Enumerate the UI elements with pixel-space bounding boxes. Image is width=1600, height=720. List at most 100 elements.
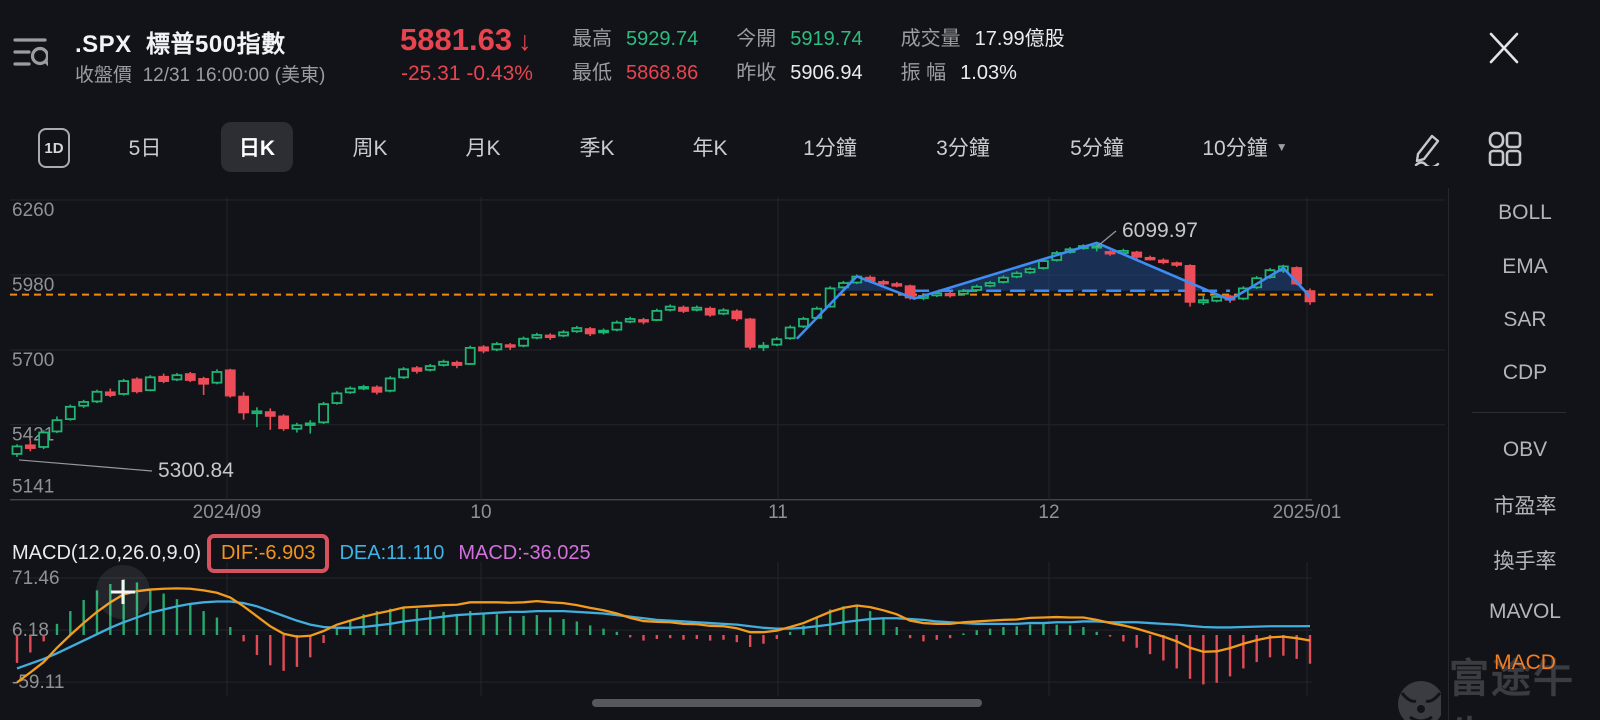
candle: [1024, 268, 1036, 274]
quote-stats: 最高 5929.74 最低 5868.86 今開 5919.74 昨收 5906.94 成交量 1…: [572, 28, 1065, 84]
x-axis-label: 11: [768, 502, 788, 523]
candle: [531, 334, 543, 339]
candle: [278, 415, 290, 430]
tab-3分鐘[interactable]: 3分鐘: [936, 137, 990, 160]
dea-line: [16, 600, 1311, 670]
candle: [491, 343, 503, 351]
dif-value-label: DIF:-6.903: [220, 542, 316, 564]
candle: [398, 368, 409, 379]
price-change: -25.31 -0.43%: [401, 62, 533, 85]
candle: [1157, 259, 1169, 264]
sidebar-indicator-市盈率[interactable]: 市盈率: [1493, 495, 1557, 518]
candle: [984, 282, 996, 287]
tab-1分鐘[interactable]: 1分鐘: [803, 137, 857, 160]
candle: [1171, 262, 1183, 266]
quote-timestamp: 收盤價 12/31 16:00:00 (美東): [75, 65, 326, 86]
tab-1d-icon[interactable]: 1D: [38, 128, 70, 168]
x-axis-label: 10: [470, 502, 491, 523]
candle: [571, 327, 583, 333]
symbol-title: .SPX 標普500指數: [75, 31, 286, 58]
candle: [144, 376, 156, 392]
x-axis-label: 2025/01: [1273, 502, 1342, 523]
tab-5分鐘[interactable]: 5分鐘: [1070, 137, 1124, 160]
x-axis-label: 12: [1038, 502, 1059, 523]
stat-value: 5868.86: [626, 62, 699, 84]
sidebar-indicator-CDP[interactable]: CDP: [1502, 361, 1548, 384]
candle: [744, 318, 756, 348]
candle: [958, 290, 969, 295]
stat-value: 5906.94: [790, 62, 863, 84]
stat-振 幅: 振 幅 1.03%: [901, 62, 1065, 84]
candle: [251, 410, 263, 415]
candle: [598, 329, 609, 334]
watchlist-search-icon[interactable]: [12, 34, 48, 70]
stat-label: 昨收: [736, 62, 777, 84]
candle: [24, 444, 36, 449]
chevron-down-icon: ▼: [1275, 140, 1288, 154]
sidebar-indicator-BOLL[interactable]: BOLL: [1498, 201, 1552, 224]
candle: [878, 281, 889, 285]
candle: [411, 367, 423, 372]
candle: [518, 337, 529, 347]
candle: [558, 331, 569, 337]
candle: [38, 431, 50, 448]
candle: [891, 283, 903, 287]
candle: [358, 386, 369, 390]
candle: [291, 424, 303, 430]
candle: [1038, 260, 1049, 269]
candle: [131, 378, 143, 393]
candle: [371, 386, 383, 393]
candle: [998, 276, 1009, 283]
draw-pencil-icon[interactable]: [1410, 130, 1446, 166]
sidebar-indicator-OBV[interactable]: OBV: [1502, 438, 1548, 461]
stat-label: 振 幅: [900, 62, 947, 84]
stat-value: 17.99億股: [974, 28, 1065, 50]
candle: [331, 392, 343, 404]
candle: [104, 391, 116, 396]
candle: [944, 292, 956, 297]
sidebar-indicator-SAR[interactable]: SAR: [1503, 308, 1547, 331]
dif-highlight-box: DIF:-6.903: [206, 534, 330, 573]
candle: [1131, 251, 1143, 258]
candle: [64, 405, 76, 421]
candle: [118, 380, 130, 395]
chart-scrollbar[interactable]: [592, 699, 982, 707]
candle: [158, 375, 170, 382]
period-tabbar: 1D 5日 日K 周K 月K 季K 年K 1分鐘 3分鐘 5分鐘 10分鐘 ▼: [0, 122, 1600, 174]
candle: [478, 346, 489, 352]
watermark: 富途牛牛: [1396, 646, 1600, 720]
candle: [91, 390, 103, 403]
candle: [171, 374, 183, 381]
sidebar-indicator-MACD[interactable]: MACD: [1494, 651, 1556, 674]
stat-成交量: 成交量 17.99億股: [901, 28, 1065, 50]
macd-indicator-header: MACD(12.0,26.0,9.0) DIF:-6.903 DEA:11.11…: [12, 534, 591, 573]
stat-label: 成交量: [900, 28, 961, 50]
candle: [211, 371, 223, 384]
tab-日K[interactable]: 日K: [220, 122, 294, 172]
high-price-annotation: 6099.97: [1122, 219, 1198, 242]
layout-grid-icon[interactable]: [1486, 130, 1522, 166]
candle: [1091, 245, 1103, 249]
candle: [731, 310, 743, 320]
candle: [238, 395, 250, 414]
tab-5日[interactable]: 5日: [128, 137, 162, 160]
tab-季K[interactable]: 季K: [579, 137, 615, 160]
tab-月K[interactable]: 月K: [465, 137, 501, 160]
stat-昨收: 昨收 5906.94: [736, 62, 862, 84]
x-axis-label: 2024/09: [193, 502, 262, 523]
sidebar-indicator-EMA[interactable]: EMA: [1502, 255, 1548, 278]
candle: [971, 285, 983, 291]
macd-value-label: MACD:-36.025: [458, 542, 591, 564]
tab-周K[interactable]: 周K: [352, 137, 388, 160]
watermark-text: 富途牛牛: [1448, 657, 1575, 720]
sidebar-indicator-換手率[interactable]: 換手率: [1493, 550, 1557, 573]
candle: [1197, 299, 1209, 304]
candle: [344, 387, 356, 394]
tab-10分鐘[interactable]: 10分鐘 ▼: [1202, 137, 1288, 160]
close-icon[interactable]: [1484, 28, 1524, 68]
candle: [1104, 251, 1116, 255]
candle: [51, 419, 63, 433]
tab-年K[interactable]: 年K: [692, 137, 728, 160]
sidebar-indicator-MAVOL[interactable]: MAVOL: [1489, 600, 1561, 623]
